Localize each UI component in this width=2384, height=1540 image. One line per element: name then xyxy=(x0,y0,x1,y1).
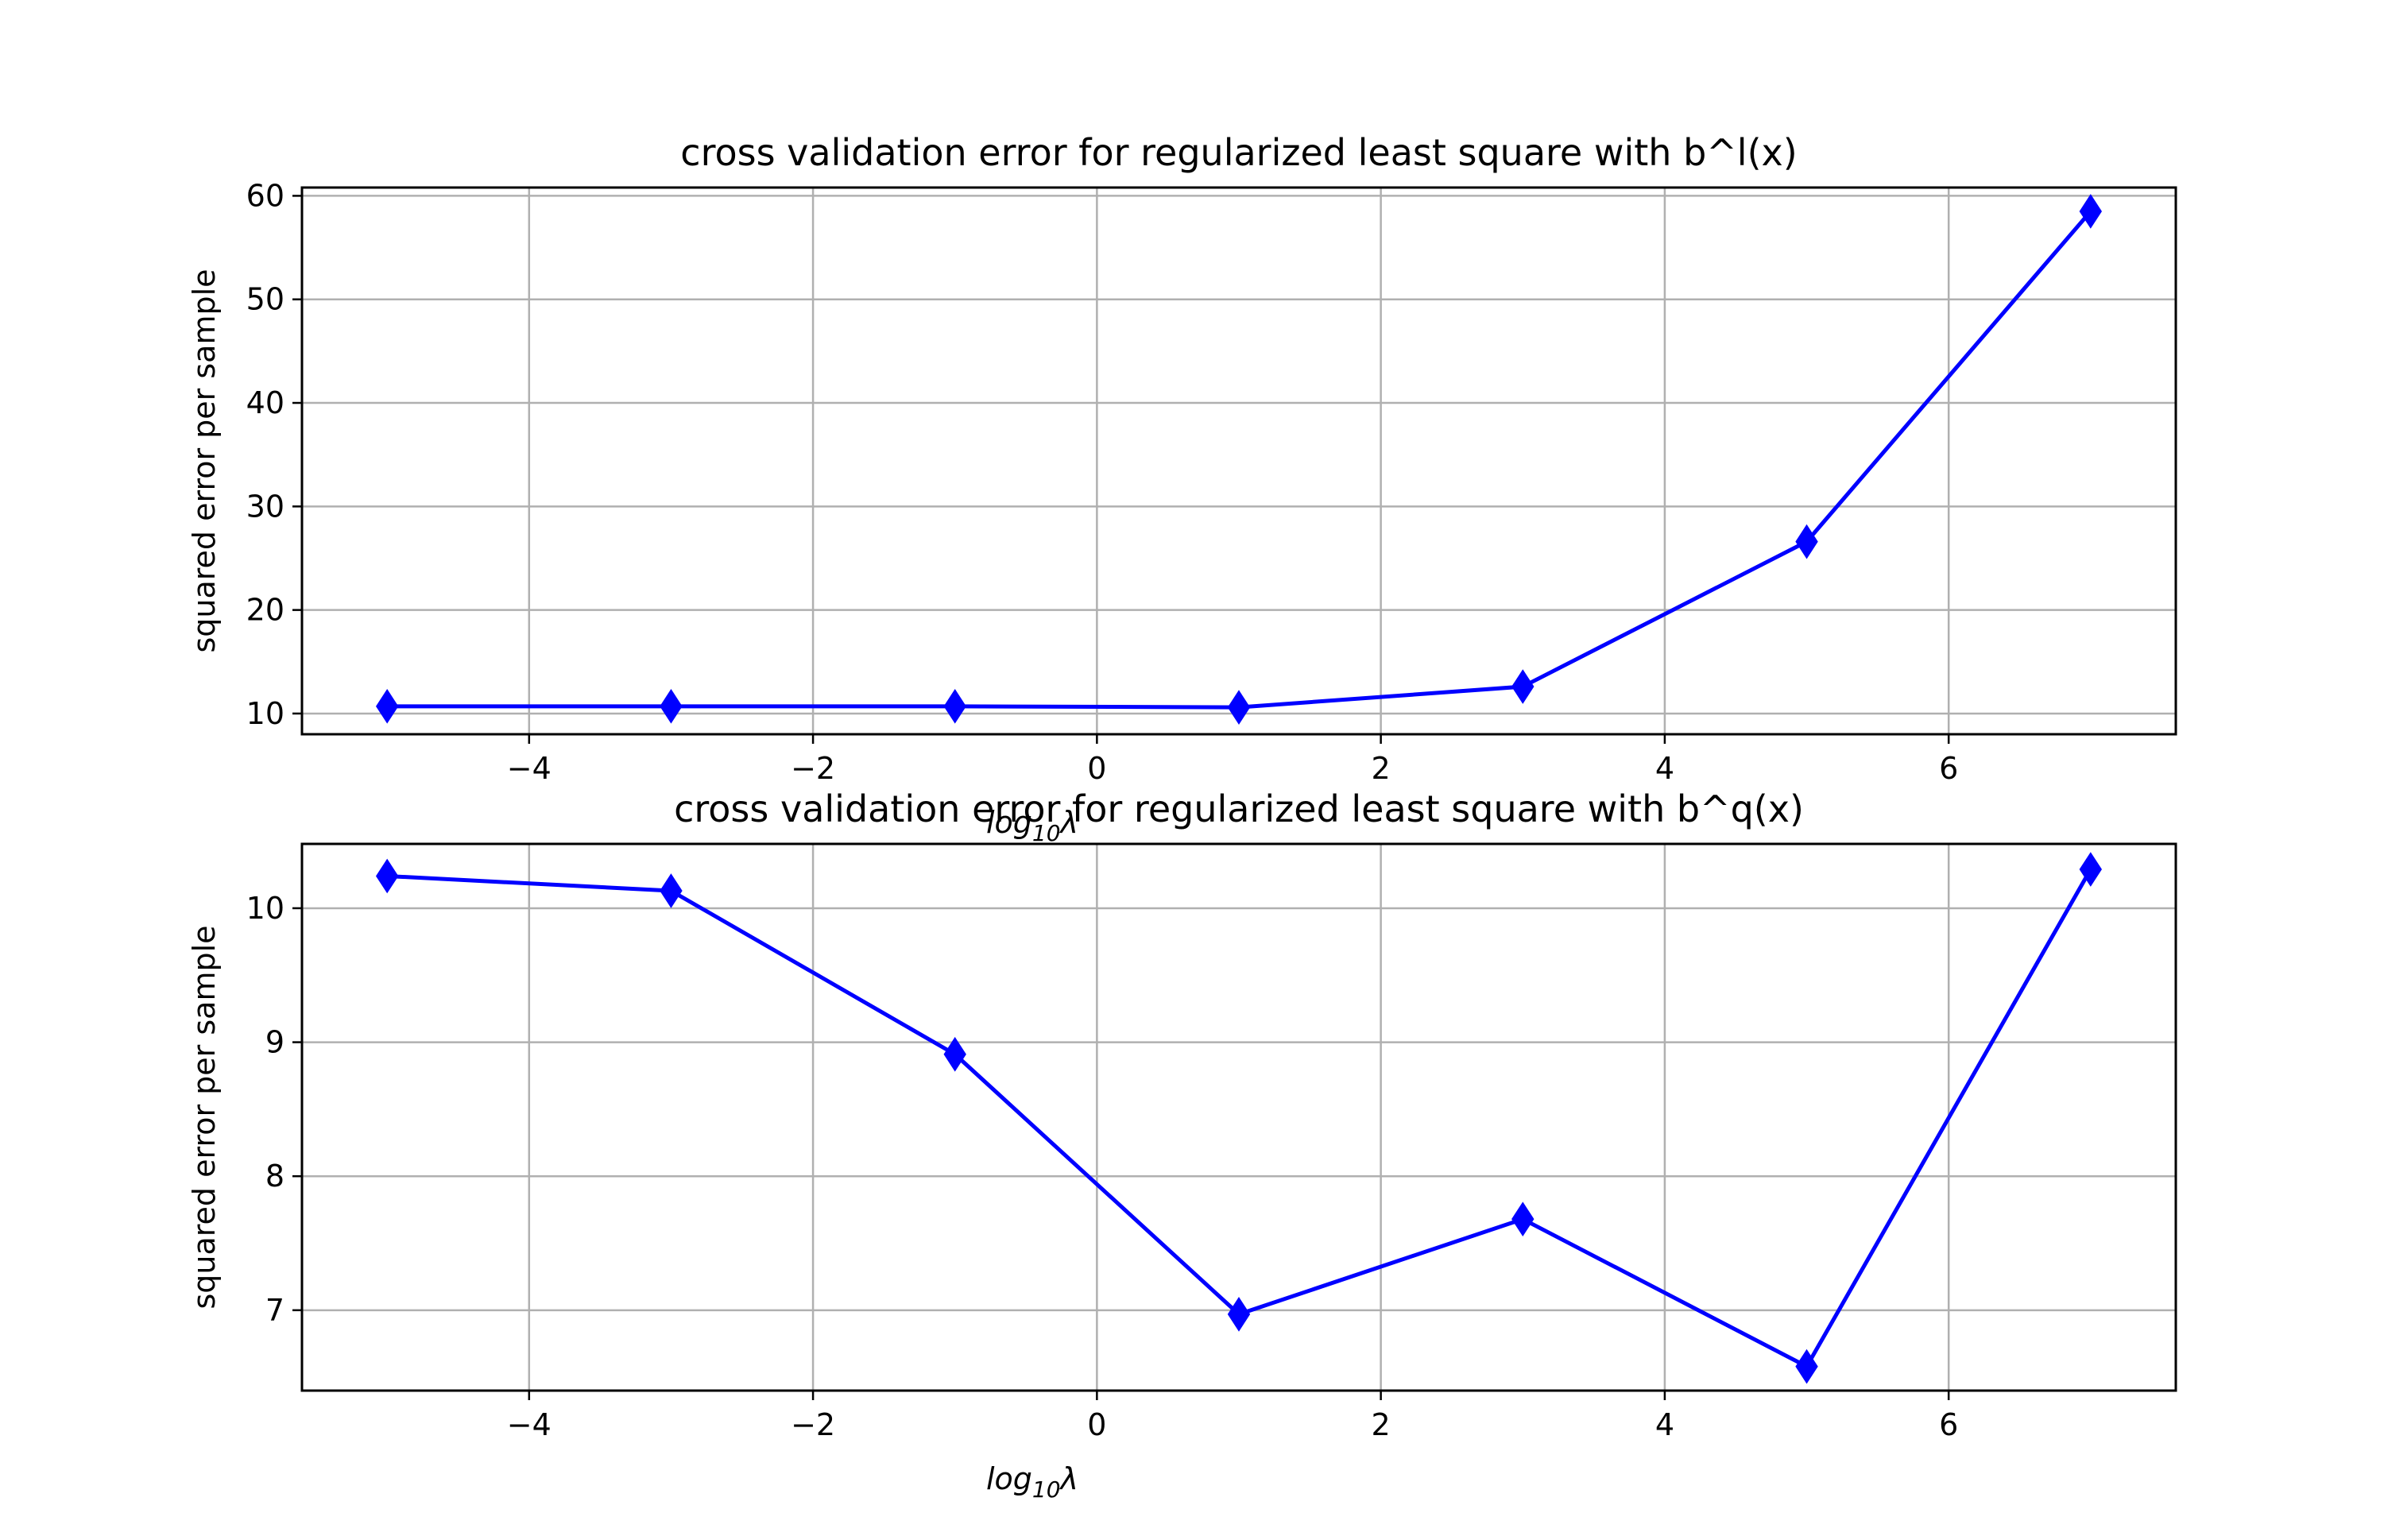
y-axis-label: squared error per sample xyxy=(187,925,222,1309)
y-tick-label: 10 xyxy=(246,891,284,926)
data-point xyxy=(1511,1201,1535,1236)
y-tick-label: 50 xyxy=(246,282,284,317)
data-point xyxy=(375,858,399,894)
x-axis-label-subscript: 10 xyxy=(1032,1476,1061,1503)
x-tick-label: −4 xyxy=(507,1407,551,1442)
chart-title: cross validation error for regularized l… xyxy=(674,787,1804,830)
data-point xyxy=(660,688,683,724)
x-tick-label: 6 xyxy=(1939,751,1958,786)
y-tick-label: 9 xyxy=(265,1025,284,1060)
x-tick-label: −2 xyxy=(791,751,835,786)
x-axis-label-variable: λ xyxy=(1059,805,1079,840)
y-tick-label: 20 xyxy=(246,593,284,628)
x-tick-label: 2 xyxy=(1372,1407,1391,1442)
x-axis-label-base: log xyxy=(986,1461,1032,1496)
x-tick-label: 0 xyxy=(1087,751,1106,786)
x-tick-label: 4 xyxy=(1655,1407,1674,1442)
top-chart: −4 −2 0 2 4 6 10 20 30 40 50 60 cross validation err… xyxy=(187,131,2177,846)
plot-frame xyxy=(300,842,2177,1392)
data-point xyxy=(943,688,966,724)
data-point xyxy=(1227,1297,1251,1332)
chart-title: cross validation error for regularized l… xyxy=(680,131,1797,174)
data-point xyxy=(375,688,399,724)
x-tick-label: −4 xyxy=(507,751,551,786)
data-point xyxy=(2079,852,2103,887)
x-tick-label: −2 xyxy=(791,1407,835,1442)
x-axis-label: log10λ xyxy=(986,805,1078,846)
series-line xyxy=(387,210,2092,710)
series-line xyxy=(387,868,2092,1369)
y-axis-label: squared error per sample xyxy=(187,269,222,652)
x-axis-label-base: log xyxy=(986,805,1032,840)
x-axis-label: log10λ xyxy=(986,1461,1078,1503)
plot-frame xyxy=(300,186,2177,736)
x-tick-label: 4 xyxy=(1655,751,1674,786)
data-point xyxy=(1227,690,1251,725)
y-tick-label: 8 xyxy=(265,1159,284,1194)
x-tick-label: 0 xyxy=(1087,1407,1106,1442)
x-tick-label: 6 xyxy=(1939,1407,1958,1442)
data-point xyxy=(943,1036,966,1072)
data-point xyxy=(1511,669,1535,704)
y-tick-label: 40 xyxy=(246,385,284,420)
y-tick-label: 10 xyxy=(246,696,284,731)
y-tick-label: 30 xyxy=(246,489,284,524)
x-axis-label-subscript: 10 xyxy=(1032,820,1061,846)
y-tick-label: 60 xyxy=(246,178,284,213)
data-point xyxy=(1795,1348,1818,1384)
data-point xyxy=(660,873,683,908)
data-point xyxy=(2079,194,2103,229)
data-point xyxy=(1795,524,1818,559)
x-tick-label: 2 xyxy=(1372,751,1391,786)
x-axis-label-variable: λ xyxy=(1059,1461,1079,1496)
y-tick-label: 7 xyxy=(265,1293,284,1328)
